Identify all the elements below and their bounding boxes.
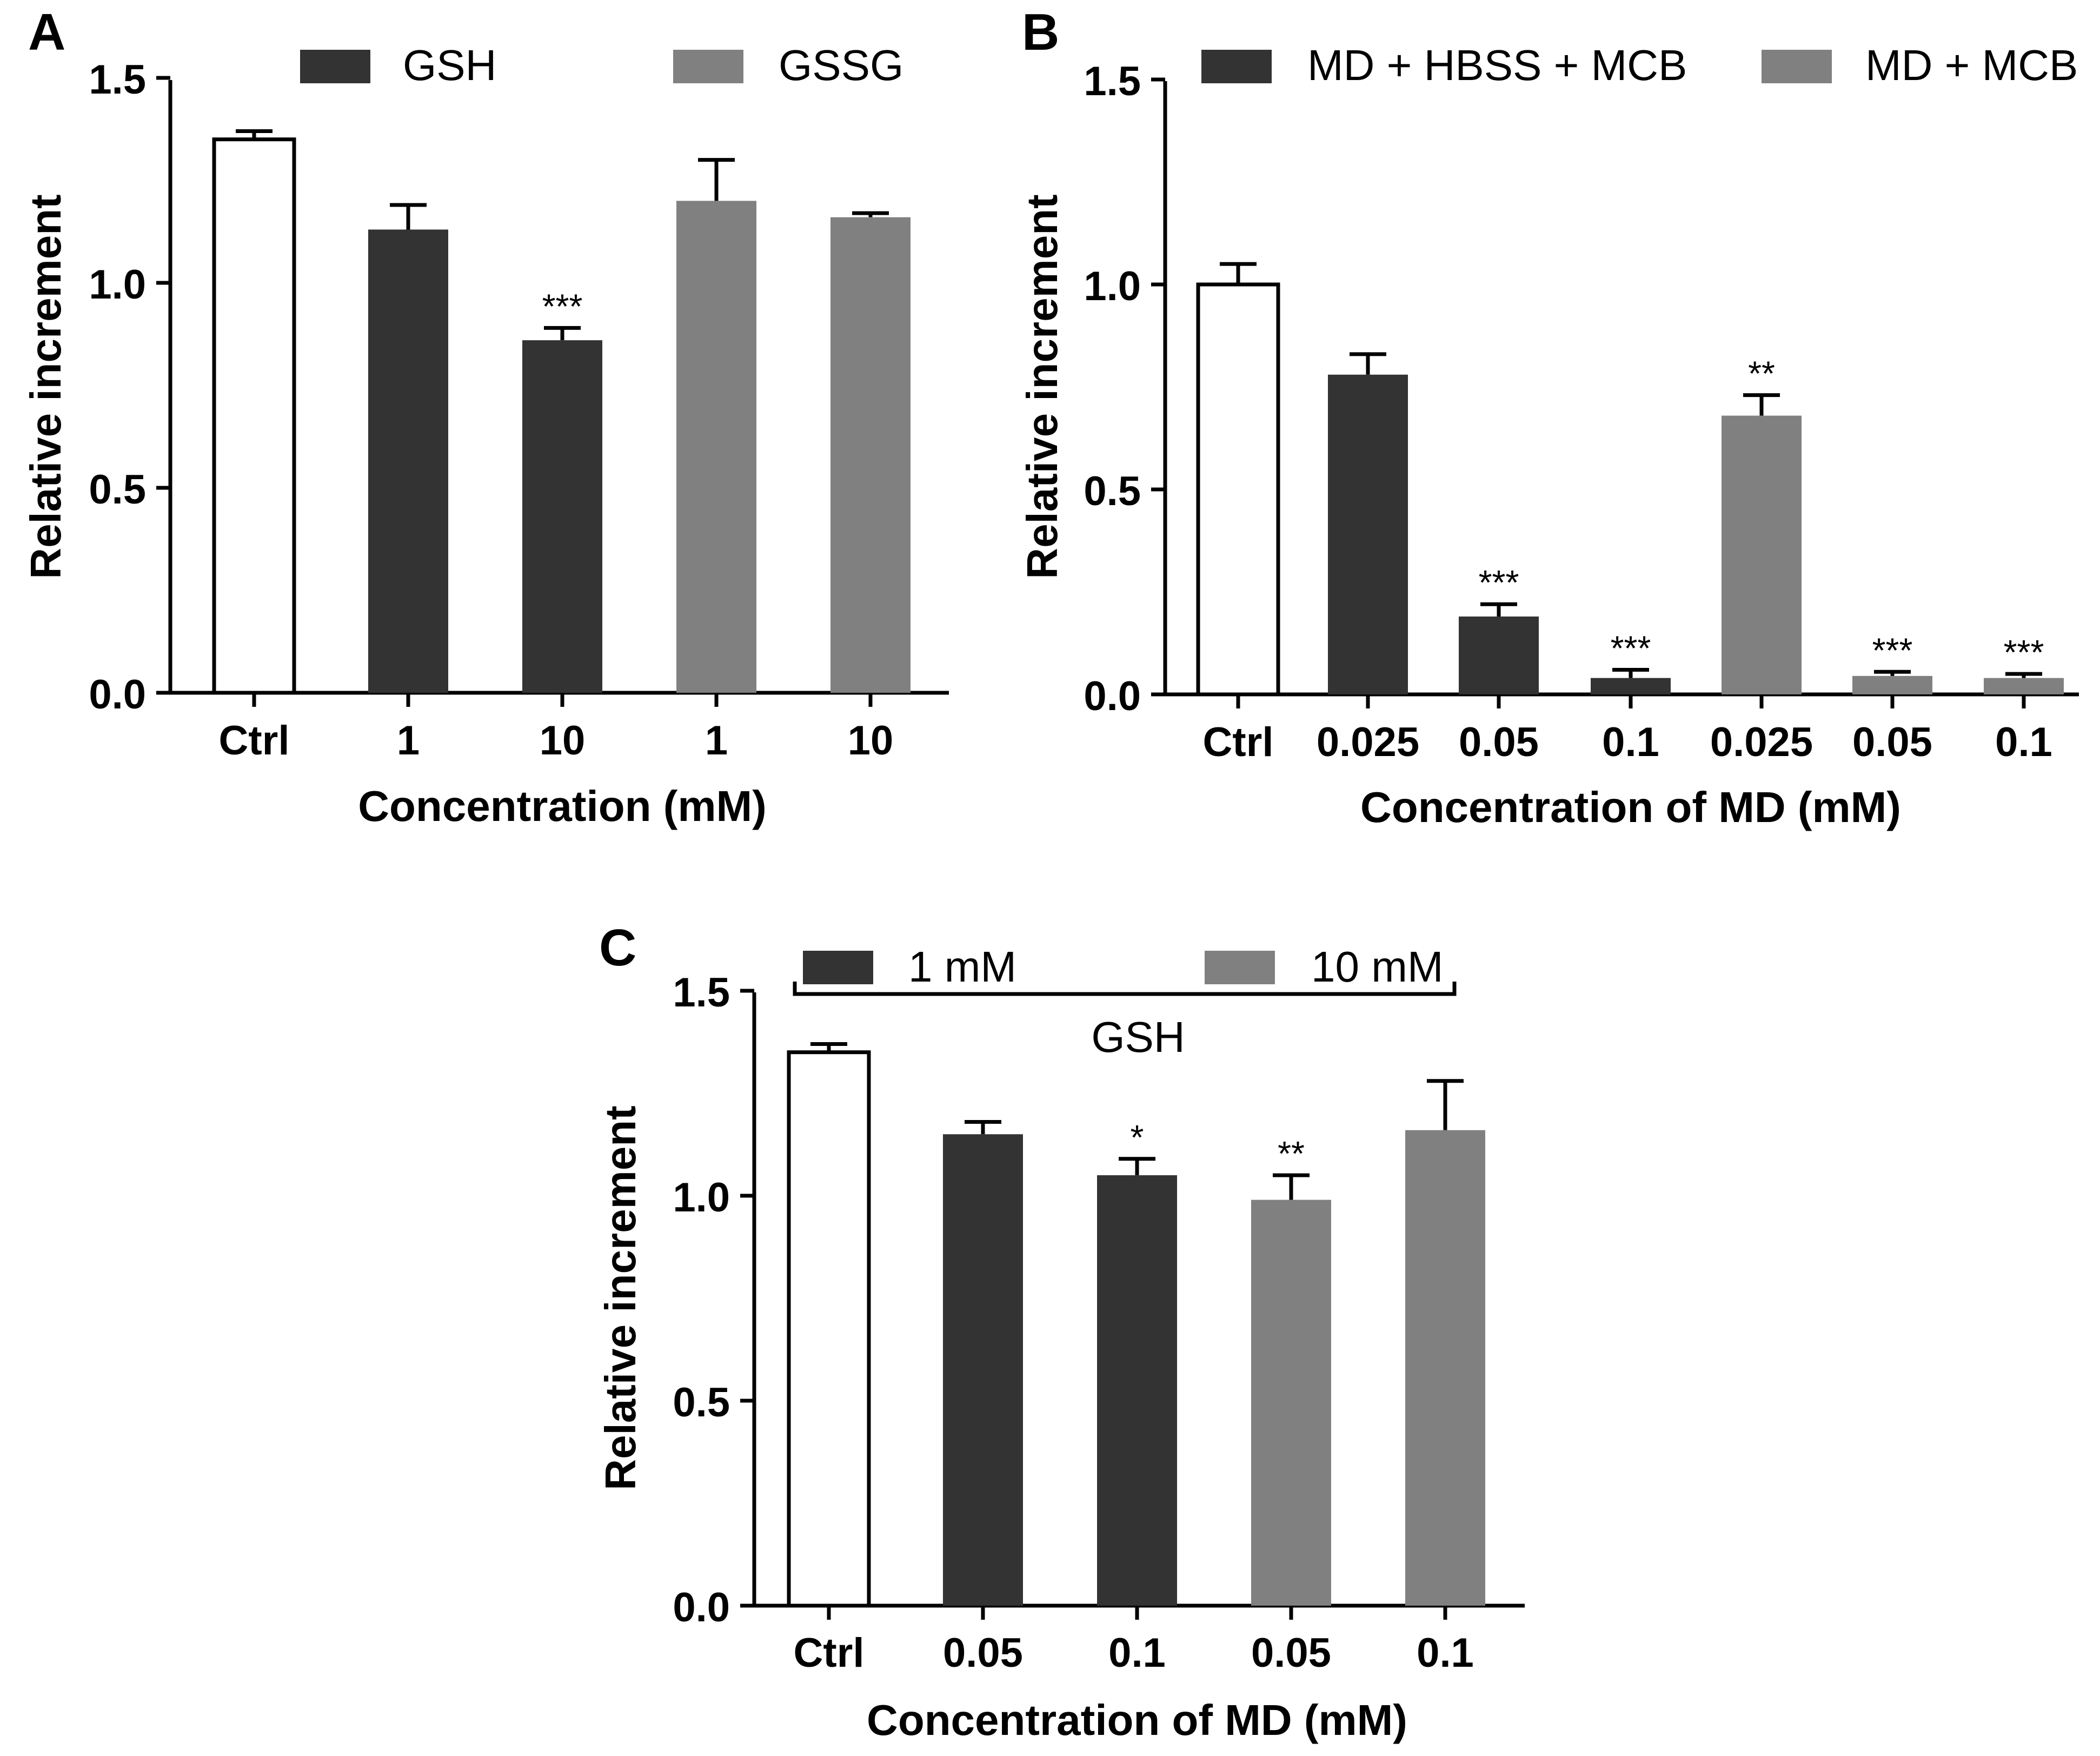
x-tick-label-b-2: 0.05 [1459,719,1539,765]
bars-c: * ** [740,989,1485,1620]
bar-b-2 [1459,616,1539,694]
panel-b: B MD + HBSS + MCB MD + MCB *********** **… [1018,3,2079,831]
sig-label-c-2: * [1131,1118,1144,1157]
bar-c-4 [1405,1130,1485,1606]
legend-swatch-1mm [803,951,873,984]
panel-letter-b: B [1022,3,1059,61]
y-tick-label-c-2: 1.0 [673,1175,730,1221]
gsh-bracket [793,982,1457,996]
sig-label-c-3: ** [1278,1134,1305,1173]
legend-swatch-gsh [300,50,370,83]
legend-swatch-md-mcb [1762,50,1832,83]
y-tick-label-a-1: 0.5 [89,467,146,513]
legend-label-gsh: GSH [403,41,496,89]
bar-a-1 [368,229,448,693]
x-tick-label-b-4: 0.025 [1710,719,1813,765]
x-tick-label-a-1: 1 [397,718,420,764]
y-tick-label-a-2: 1.0 [89,262,146,308]
panel-letter-a: A [28,3,65,61]
x-tick-label-c-2: 0.1 [1108,1630,1166,1676]
bar-b-3 [1591,678,1671,694]
bar-b-4 [1722,415,1802,694]
x-tick-label-b-0: Ctrl [1203,719,1274,765]
bar-c-0 [787,1050,871,1608]
bar-a-3 [676,201,756,693]
legend-swatch-10mm [1205,951,1275,984]
sig-label-b-2: *** [1479,563,1519,602]
bar-b-5 [1852,675,1932,694]
y-axis-title-c: Relative increment [596,1105,644,1490]
y-tick-label-b-2: 1.0 [1084,263,1141,309]
y-tick-label-b-1: 0.5 [1084,468,1141,514]
x-axis-title-a: Concentration (mM) [358,782,767,830]
x-tick-label-b-5: 0.05 [1852,719,1932,765]
y-tick-label-c-3: 1.5 [673,970,730,1016]
y-tick-label-c-1: 0.5 [673,1380,730,1426]
y-axis-title-a: Relative increment [22,194,70,579]
x-tick-label-c-4: 0.1 [1417,1630,1474,1676]
bars-a: *** [156,76,911,707]
y-tick-label-a-3: 1.5 [89,57,146,103]
bars-b: *********** *** [1151,77,2064,708]
legend-label-gssg: GSSG [779,41,903,89]
x-tick-label-c-1: 0.05 [943,1630,1023,1676]
y-tick-label-a-0: 0.0 [89,672,146,718]
bar-a-0 [212,137,296,695]
x-tick-label-a-4: 10 [848,718,894,764]
bar-c-3 [1251,1200,1331,1606]
x-tick-label-b-1: 0.025 [1317,719,1419,765]
y-tick-label-b-3: 1.5 [1084,58,1141,104]
bar-a-4 [830,217,911,693]
bracket-label-gsh: GSH [1091,1013,1185,1061]
sig-label-b-5: *** [1872,631,1913,670]
legend-label-10mm: 10 mM [1311,943,1444,991]
bar-a-2 [522,340,602,693]
sig-label-b-3: *** [1611,629,1651,668]
legend-label-hbss: MD + HBSS + MCB [1307,41,1687,89]
x-tick-label-b-6: 0.1 [1995,719,2052,765]
y-tick-label-b-0: 0.0 [1084,673,1141,719]
legend-swatch-gssg [673,50,743,83]
bar-b-0 [1196,282,1280,697]
x-tick-label-b-3: 0.1 [1602,719,1659,765]
bar-c-1 [943,1134,1023,1606]
panel-a: A GSH GSSG *** 0.0 0.5 1.0 1.5 Ctrl 1 10… [22,3,949,830]
x-tick-label-a-2: 10 [540,718,586,764]
sig-label-b-4: ** [1748,354,1775,393]
x-axis-title-b: Concentration of MD (mM) [1360,783,1901,831]
panel-c: C 1 mM 10 mM GSH * ** 0.0 0.5 1.0 1.5 Ctr… [596,919,1525,1744]
legend-swatch-hbss [1201,50,1272,83]
y-axis-title-b: Relative increment [1018,194,1066,579]
y-tick-label-c-0: 0.0 [673,1585,730,1631]
legend-label-md-mcb: MD + MCB [1865,41,2078,89]
sig-label-b-6: *** [2004,633,2044,672]
x-axis-title-c: Concentration of MD (mM) [867,1696,1407,1744]
sig-label-a-2: *** [542,287,583,326]
bar-c-2 [1097,1175,1177,1606]
bar-b-6 [1984,678,2064,694]
x-tick-label-a-0: Ctrl [219,718,290,764]
bar-b-1 [1328,374,1408,694]
legend-label-1mm: 1 mM [908,943,1016,991]
x-tick-label-a-3: 1 [705,718,728,764]
panel-letter-c: C [599,919,636,977]
x-tick-label-c-3: 0.05 [1251,1630,1331,1676]
x-tick-label-c-0: Ctrl [794,1630,865,1676]
